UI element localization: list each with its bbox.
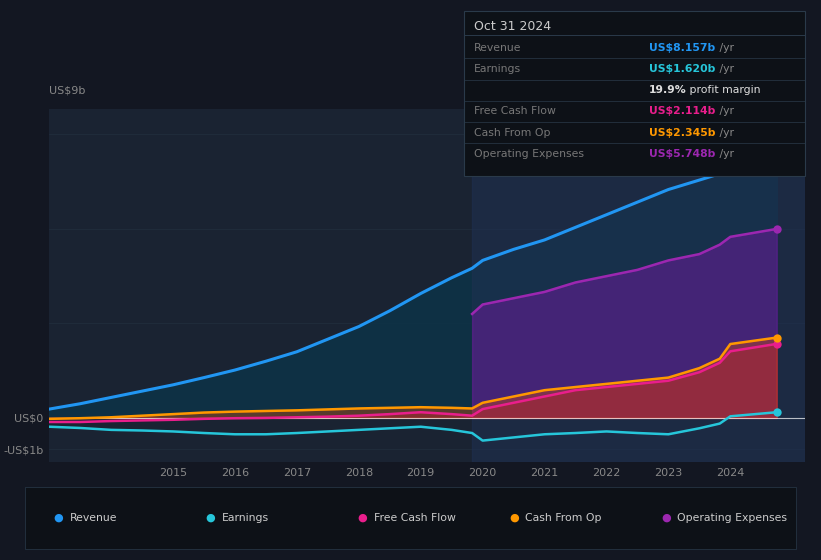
- Text: US$8.157b: US$8.157b: [649, 43, 715, 53]
- Text: US$2.114b: US$2.114b: [649, 106, 715, 116]
- Text: Free Cash Flow: Free Cash Flow: [474, 106, 556, 116]
- Text: US$1.620b: US$1.620b: [649, 64, 715, 74]
- Text: /yr: /yr: [716, 64, 734, 74]
- Text: /yr: /yr: [716, 149, 734, 159]
- Text: Revenue: Revenue: [70, 513, 117, 523]
- Text: Revenue: Revenue: [474, 43, 521, 53]
- Text: profit margin: profit margin: [686, 85, 760, 95]
- Text: Operating Expenses: Operating Expenses: [677, 513, 787, 523]
- Text: US$2.345b: US$2.345b: [649, 128, 715, 138]
- Text: Cash From Op: Cash From Op: [474, 128, 550, 138]
- Text: Cash From Op: Cash From Op: [525, 513, 602, 523]
- Text: US$5.748b: US$5.748b: [649, 149, 715, 159]
- Text: ●: ●: [205, 513, 215, 523]
- Text: 19.9%: 19.9%: [649, 85, 686, 95]
- Text: Oct 31 2024: Oct 31 2024: [474, 20, 551, 34]
- Bar: [472, 109, 805, 462]
- Text: /yr: /yr: [716, 128, 734, 138]
- Text: /yr: /yr: [716, 43, 734, 53]
- Text: ●: ●: [509, 513, 519, 523]
- Text: ●: ●: [53, 513, 63, 523]
- Text: Earnings: Earnings: [474, 64, 521, 74]
- Text: /yr: /yr: [716, 106, 734, 116]
- Text: ●: ●: [357, 513, 367, 523]
- Text: US$9b: US$9b: [49, 85, 85, 95]
- Text: ●: ●: [661, 513, 671, 523]
- Text: Free Cash Flow: Free Cash Flow: [374, 513, 456, 523]
- Text: Earnings: Earnings: [222, 513, 268, 523]
- Text: Operating Expenses: Operating Expenses: [474, 149, 584, 159]
